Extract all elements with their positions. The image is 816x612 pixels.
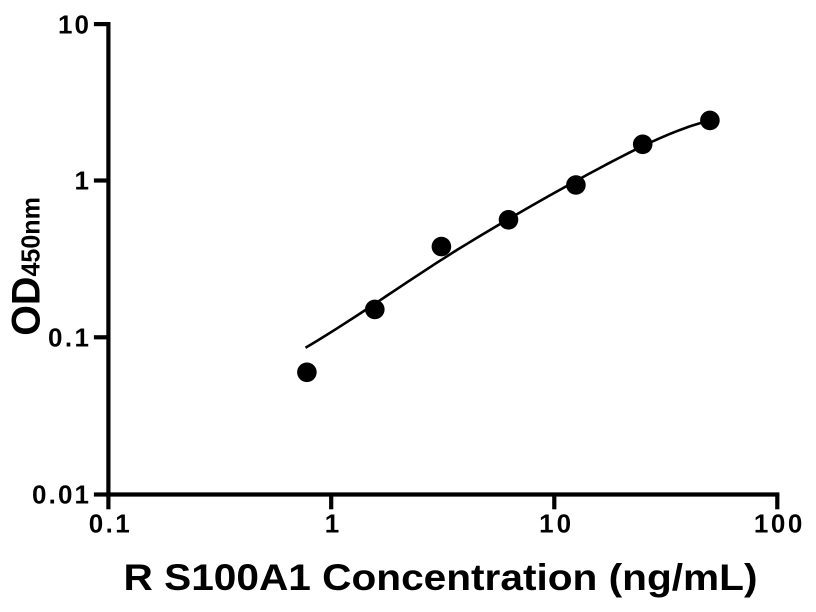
svg-text:100: 100 — [754, 509, 803, 539]
svg-text:1: 1 — [325, 509, 339, 539]
svg-text:0.01: 0.01 — [32, 480, 89, 510]
svg-text:1: 1 — [75, 166, 89, 196]
svg-text:OD450nm: OD450nm — [4, 197, 48, 336]
svg-text:0.1: 0.1 — [89, 509, 130, 539]
svg-text:0.1: 0.1 — [48, 323, 89, 353]
svg-text:R S100A1 Concentration (ng/mL): R S100A1 Concentration (ng/mL) — [124, 557, 758, 598]
